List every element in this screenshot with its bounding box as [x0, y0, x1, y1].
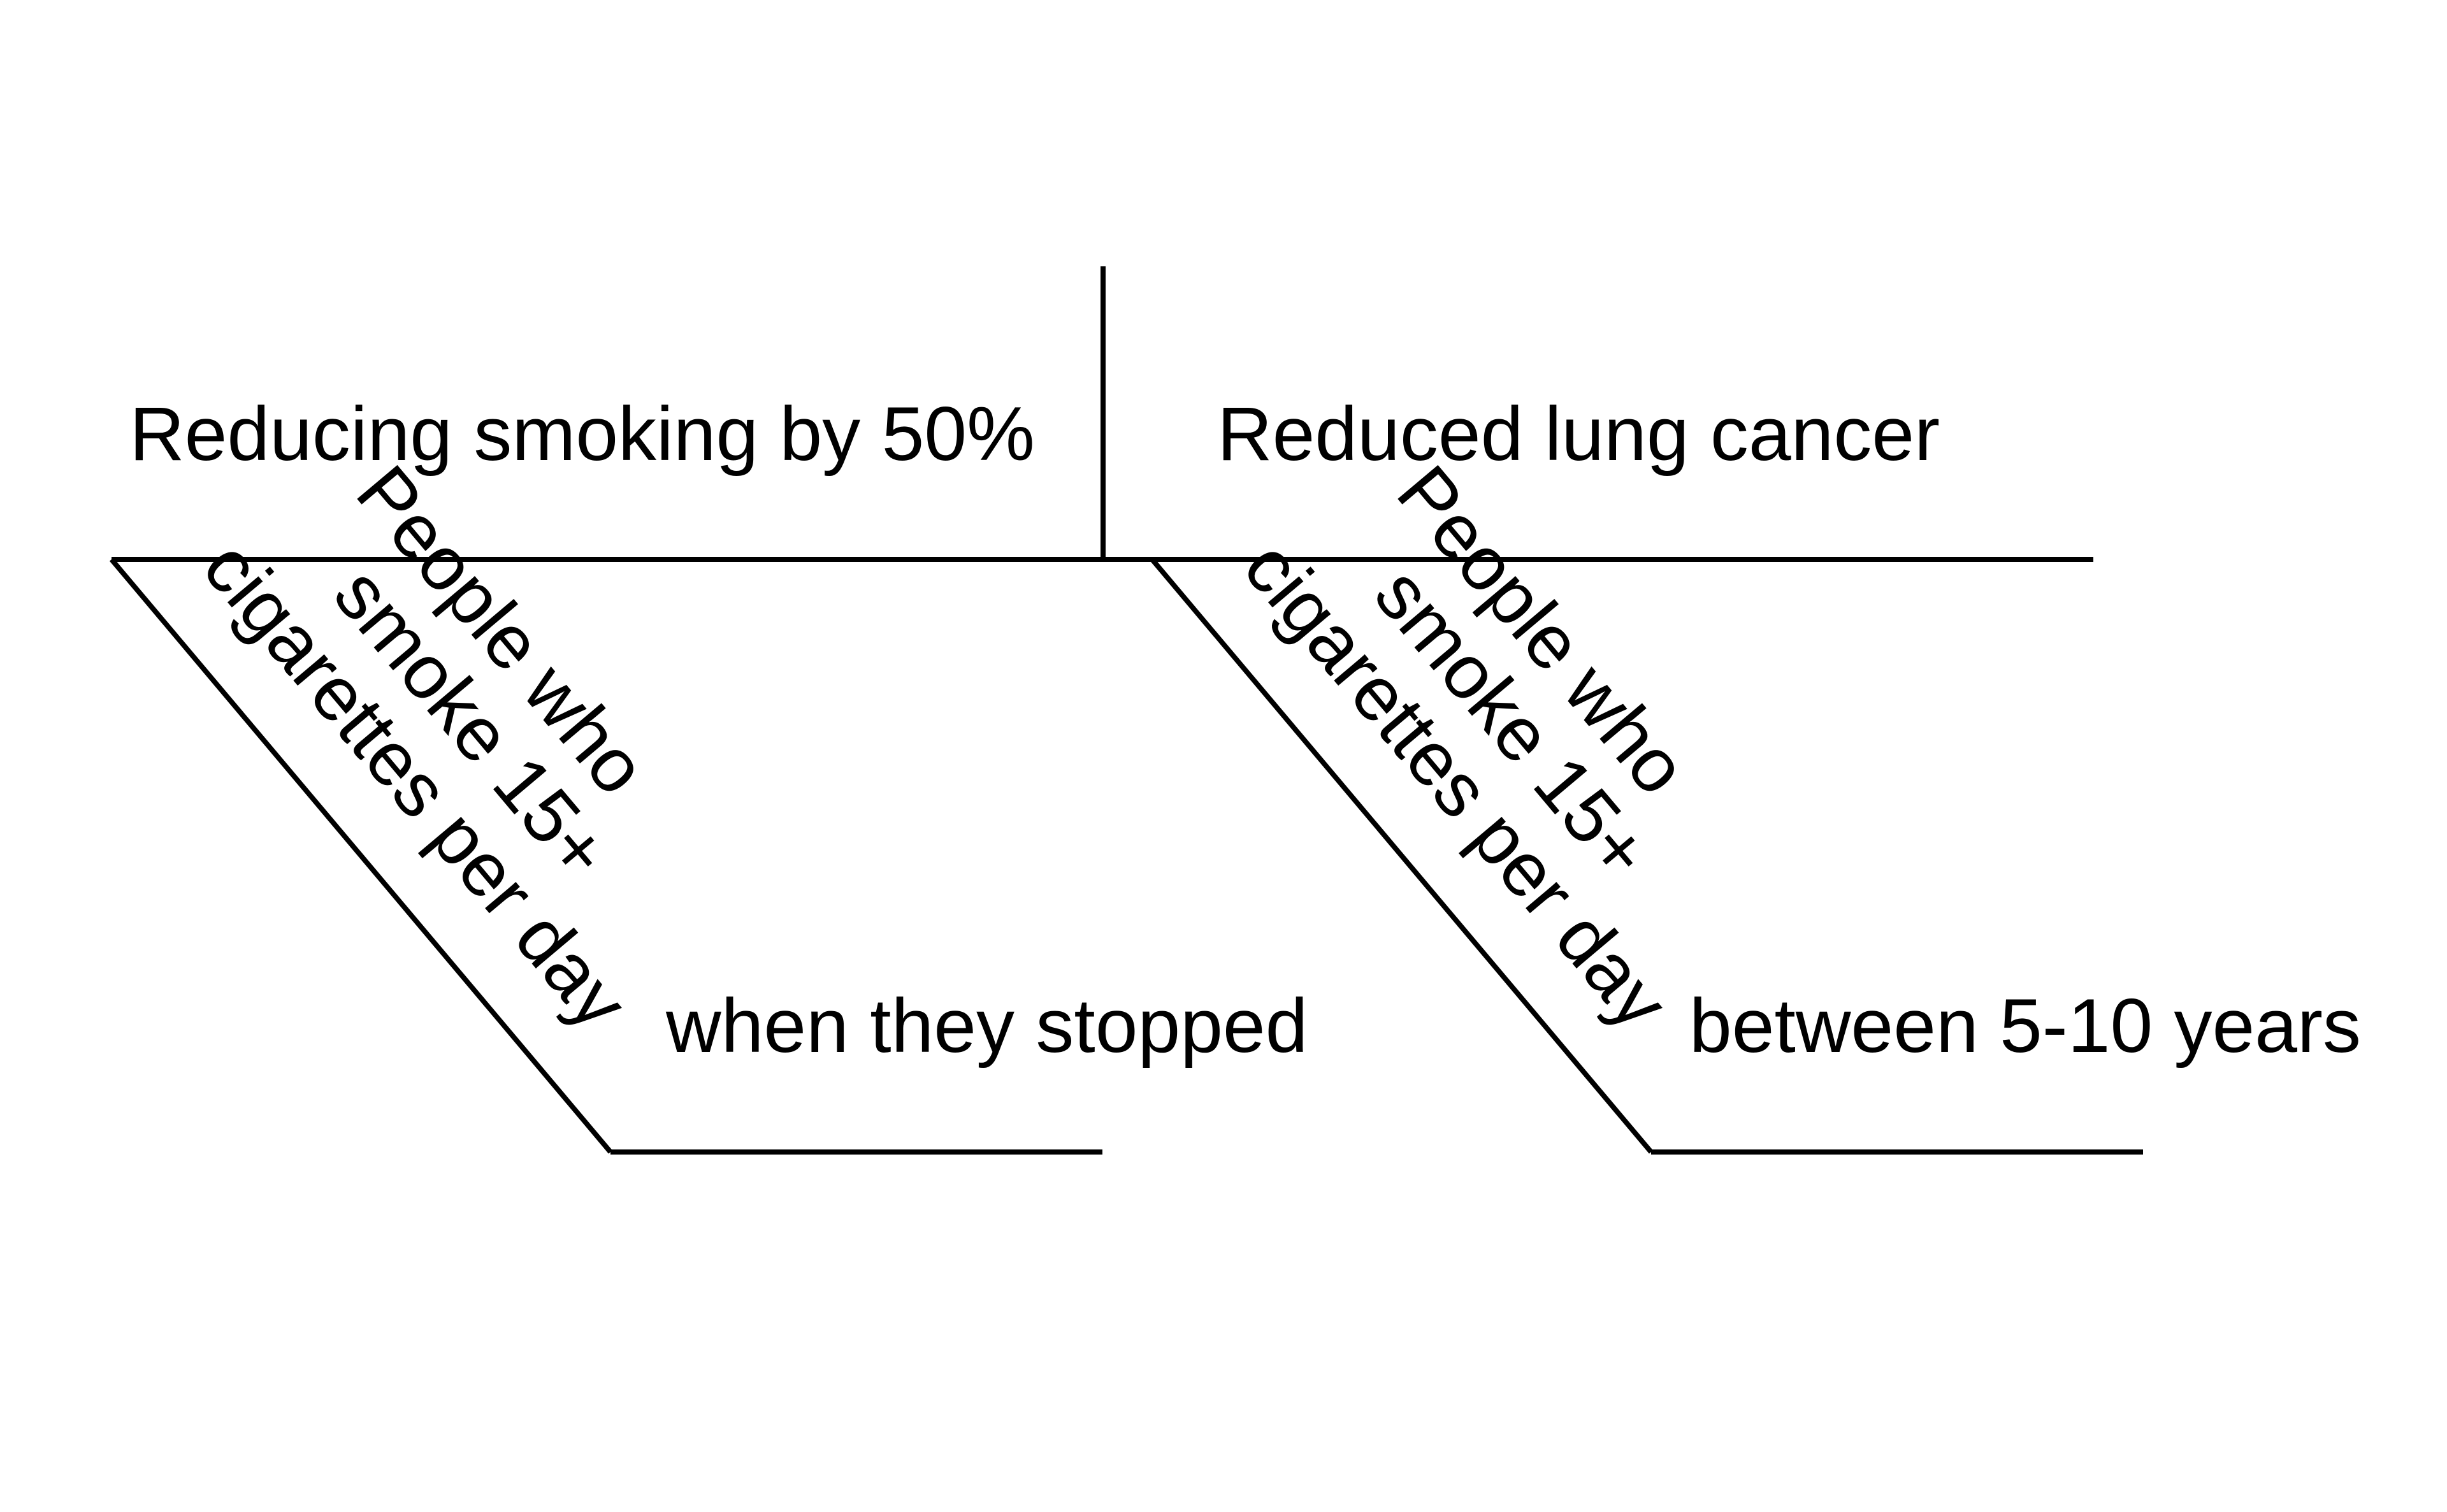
- predicate-label: Reduced lung cancer: [1217, 391, 1940, 477]
- subject-label: Reducing smoking by 50%: [129, 391, 1035, 477]
- left-baseline-text: when they stopped: [665, 983, 1308, 1069]
- left-slant-line: [109, 558, 613, 1154]
- right-slant-line: [1150, 558, 1654, 1154]
- right-baseline-text: between 5-10 years: [1689, 983, 2361, 1069]
- right-slant-text-group: People who smoke 15+ cigarettes per day: [1227, 450, 1703, 1045]
- left-slant-text-group: People who smoke 15+ cigarettes per day: [187, 450, 663, 1045]
